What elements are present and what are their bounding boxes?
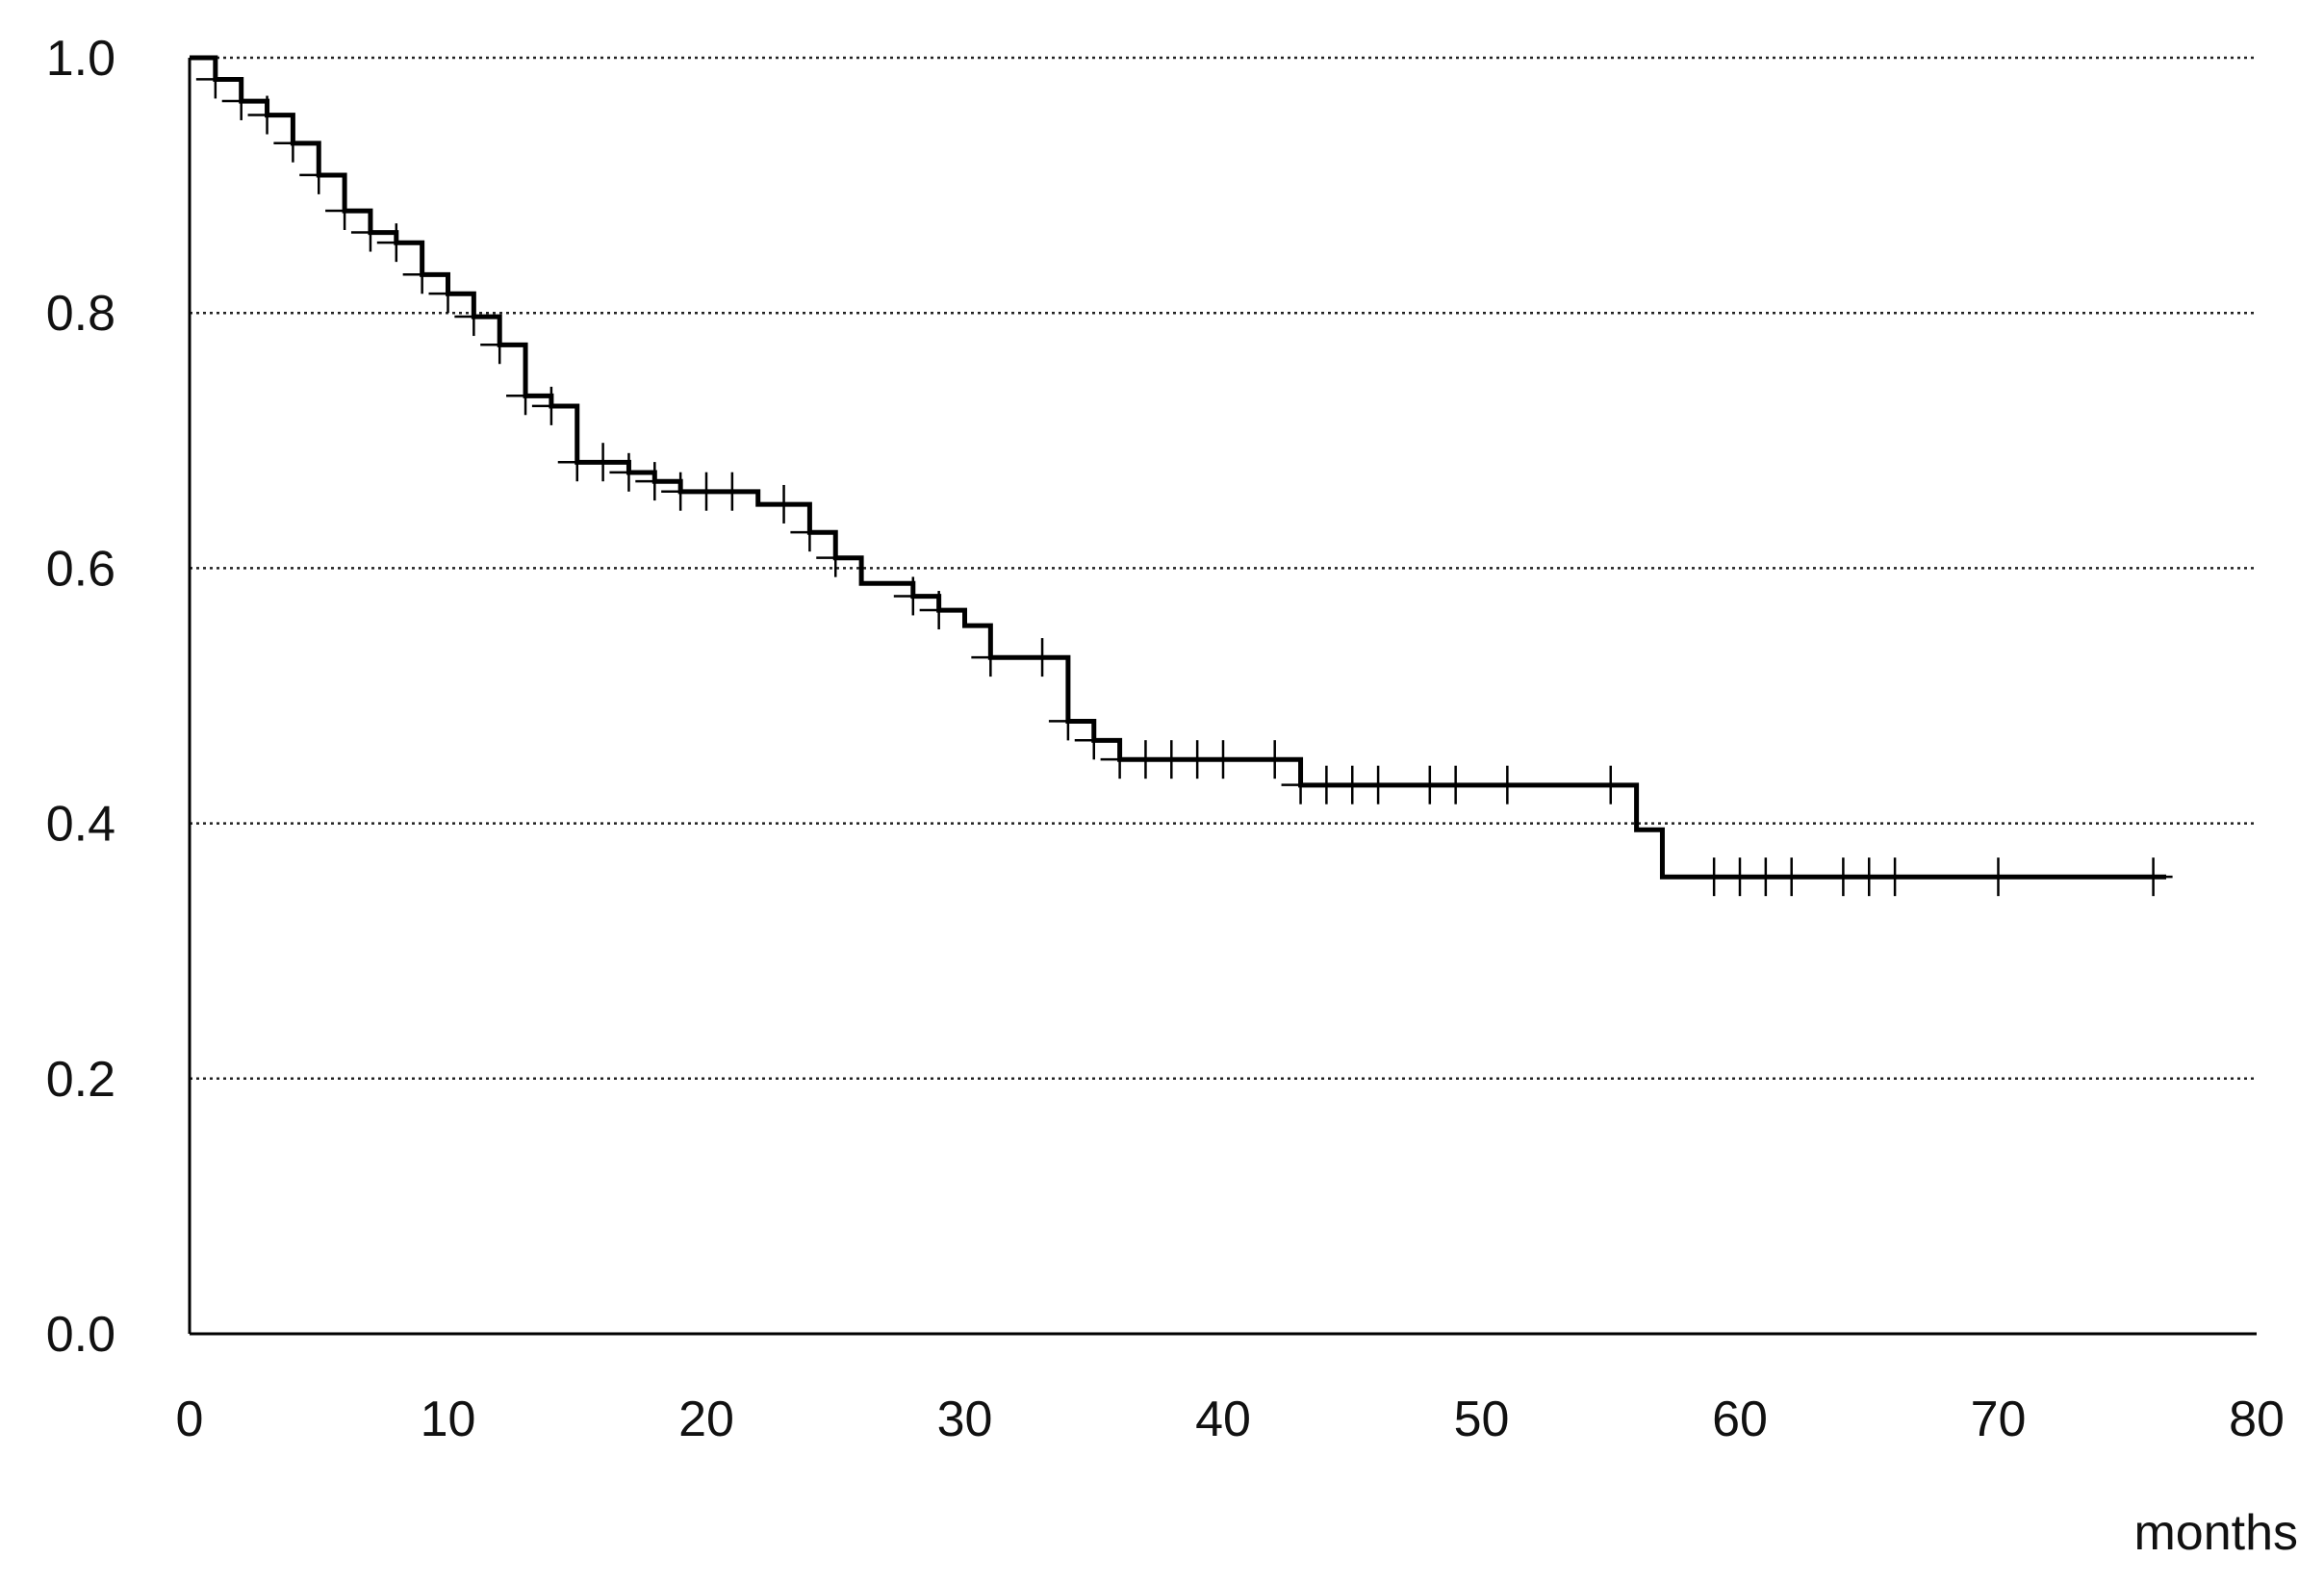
censor-mark <box>583 443 623 482</box>
x-tick-label: 60 <box>1712 1392 1768 1447</box>
censor-mark <box>1255 740 1294 779</box>
censor-mark <box>531 386 571 425</box>
censor-mark <box>247 95 287 135</box>
censor-mark <box>893 576 932 616</box>
censor-mark <box>480 325 520 365</box>
y-tick-label: 0.0 <box>46 1307 115 1363</box>
censor-mark <box>325 191 365 230</box>
x-tick-labels: 0 10 20 30 40 50 60 70 80 <box>176 1392 2285 1447</box>
censor-mark <box>1074 721 1113 760</box>
x-tick-label: 40 <box>1195 1392 1251 1447</box>
censor-mark <box>221 81 261 120</box>
censor-mark <box>971 638 1010 677</box>
censor-mark <box>712 472 752 511</box>
censor-mark <box>506 376 546 416</box>
censor-mark <box>609 452 649 492</box>
censor-mark <box>1979 857 2018 897</box>
censor-mark <box>2133 857 2173 897</box>
x-tick-label: 0 <box>176 1392 204 1447</box>
censor-mark <box>1772 857 1811 897</box>
censor-mark <box>919 591 958 630</box>
gridlines <box>190 56 2257 1081</box>
x-tick-label: 70 <box>1971 1392 2027 1447</box>
x-tick-label: 50 <box>1454 1392 1510 1447</box>
censor-mark <box>790 513 830 552</box>
x-tick-label: 30 <box>937 1392 993 1447</box>
x-tick-label: 20 <box>678 1392 734 1447</box>
censor-mark <box>454 297 494 337</box>
censor-mark <box>1023 638 1062 677</box>
axes <box>188 58 2257 1336</box>
censor-mark <box>1488 765 1527 805</box>
x-tick-label: 80 <box>2229 1392 2285 1447</box>
censor-mark <box>1204 740 1242 779</box>
survival-curve <box>190 55 2167 880</box>
censor-mark <box>816 538 856 577</box>
censor-mark <box>273 123 313 163</box>
censor-mark <box>402 255 442 294</box>
y-tick-label: 1.0 <box>46 31 115 87</box>
x-axis-label: months <box>2133 1505 2298 1561</box>
y-tick-labels: 0.0 0.2 0.4 0.6 0.8 1.0 <box>46 31 115 1363</box>
censor-mark <box>1876 857 1915 897</box>
censor-mark <box>195 60 235 99</box>
y-tick-label: 0.2 <box>46 1052 115 1108</box>
y-tick-label: 0.8 <box>46 286 115 342</box>
censor-mark <box>350 213 390 252</box>
censor-marks <box>195 60 2173 897</box>
x-tick-label: 10 <box>421 1392 476 1447</box>
censor-mark <box>1436 765 1475 805</box>
y-tick-label: 0.6 <box>46 541 115 597</box>
censor-mark <box>1048 702 1087 741</box>
censor-mark <box>1359 765 1398 805</box>
y-tick-label: 0.4 <box>46 797 115 853</box>
censor-mark <box>1591 765 1630 805</box>
censor-mark <box>376 223 416 263</box>
censor-mark <box>764 484 804 524</box>
censor-mark <box>299 155 339 194</box>
censor-mark <box>428 274 468 314</box>
censor-mark <box>635 462 675 501</box>
